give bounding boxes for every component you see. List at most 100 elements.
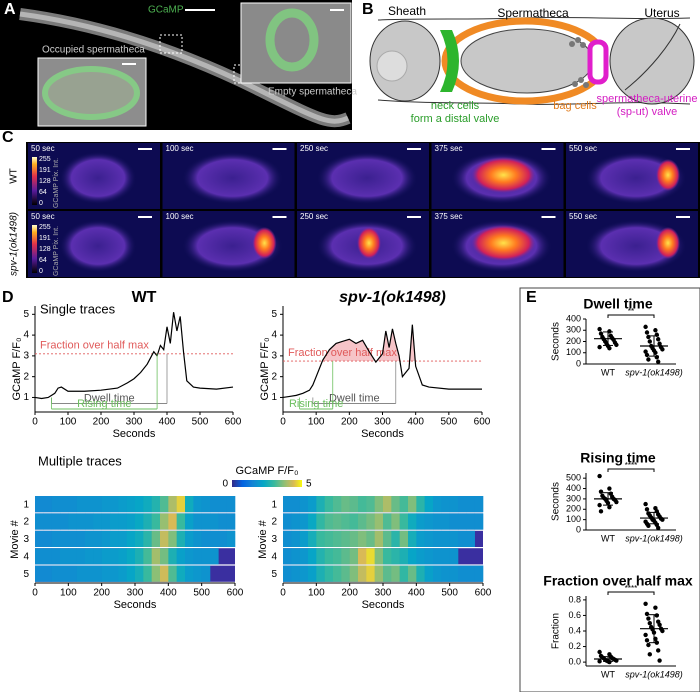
heat-cell (218, 496, 227, 513)
heat-cell (35, 548, 44, 565)
heat-cell (358, 513, 367, 530)
heat-cell (51, 530, 61, 547)
dot (614, 342, 619, 348)
chart-title: Dwell time (583, 296, 652, 312)
heat-cell (76, 496, 86, 513)
heat-cell (76, 565, 86, 582)
heat-cell (135, 530, 144, 547)
x-tick-label: 300 (375, 588, 392, 599)
x-tick-label: 300 (374, 417, 391, 428)
heat-cell (474, 513, 484, 530)
spermatheca (265, 8, 319, 72)
heat-cell (308, 513, 317, 530)
heat-cell (391, 496, 400, 513)
y-tick-label: 2 (23, 517, 29, 528)
colorbar-title: GCaMP Pix. Int. (53, 226, 60, 276)
heat-cell (151, 513, 161, 530)
heat-cell (60, 513, 69, 530)
heat-cell (168, 513, 177, 530)
heat-cell (291, 530, 300, 547)
x-tick-label: 200 (341, 588, 358, 599)
heat-cell (193, 548, 202, 565)
x-tick-label: 600 (475, 588, 492, 599)
heat-cell (135, 548, 144, 565)
sp-ut-valve (587, 39, 609, 85)
heat-cell (424, 513, 434, 530)
x-tick-label: spv-1(ok1498) (625, 367, 683, 377)
heat-cell (168, 530, 177, 547)
heat-cell (35, 513, 44, 530)
x-tick-label: 0 (32, 417, 38, 428)
heat-cell (424, 496, 434, 513)
heat-cell (160, 565, 169, 582)
heat-cell (391, 530, 400, 547)
heat-cell (299, 496, 309, 513)
time-label: 375 sec (435, 144, 463, 153)
heat-cell (143, 530, 152, 547)
bag-label: bag cells (553, 100, 597, 112)
heat-cell (391, 565, 400, 582)
cell-signal (60, 152, 136, 204)
dwell-label: Dwell time (329, 392, 380, 404)
y-axis-title: GCaMP F/F₀ (11, 337, 23, 400)
heat-cell (324, 513, 334, 530)
y-tick-label: 0.8 (568, 594, 581, 604)
heat-cell (218, 513, 227, 530)
dot (656, 648, 661, 653)
heat-cell (308, 565, 317, 582)
heat-cell (60, 565, 69, 582)
dot (643, 324, 648, 330)
x-axis-title: Seconds (114, 599, 157, 611)
colorbar (32, 225, 37, 273)
y-tick-label: 3 (271, 351, 277, 362)
y-tick-label: 0.2 (568, 641, 581, 651)
heat-cell (68, 513, 77, 530)
row-label: spv-1(ok1498) (9, 212, 20, 276)
y-tick-label: 3 (271, 534, 277, 545)
cell-hotspot (471, 157, 536, 193)
time-label: 50 sec (31, 144, 55, 153)
heat-cell (349, 548, 359, 565)
heat-cell (399, 530, 409, 547)
heat-cell (366, 530, 375, 547)
y-axis-title: Seconds (551, 322, 562, 361)
heat-cell (383, 496, 392, 513)
dot (644, 507, 650, 512)
heat-cell (76, 513, 86, 530)
heat-cell (135, 496, 144, 513)
heat-cell (424, 548, 434, 565)
heat-cell (308, 548, 317, 565)
significance-bracket (607, 314, 655, 318)
heat-cell (68, 530, 77, 547)
dwell-label: Dwell time (84, 392, 135, 404)
dot (660, 628, 665, 634)
heat-cell (433, 565, 442, 582)
dot (597, 326, 602, 332)
nucleus (376, 50, 408, 82)
y-tick-label: 200 (566, 336, 581, 346)
cell-hotspot (656, 159, 680, 191)
x-tick-label: 0 (280, 588, 286, 599)
x-tick-label: 600 (225, 417, 242, 428)
heat-cell (176, 548, 186, 565)
heat-cell (60, 548, 69, 565)
heat-cell (60, 496, 69, 513)
channel-label: GCaMP (148, 5, 184, 16)
heat-cell (374, 513, 384, 530)
dot (653, 605, 658, 610)
heat-cell (291, 496, 300, 513)
heat-cell (160, 496, 169, 513)
heat-cell (299, 513, 309, 530)
heat-cell (118, 496, 127, 513)
cell-signal (182, 152, 283, 204)
heat-cell (324, 548, 334, 565)
heat-cell (349, 513, 359, 530)
heat-cell (291, 548, 300, 565)
neck-cells (440, 30, 459, 92)
dot (643, 632, 648, 638)
colorbar-tick: 0 (39, 268, 43, 275)
x-tick-label: 100 (60, 417, 77, 428)
heat-cell (333, 496, 342, 513)
x-tick-label: 500 (441, 588, 458, 599)
y-tick-label: 0.4 (568, 625, 581, 635)
